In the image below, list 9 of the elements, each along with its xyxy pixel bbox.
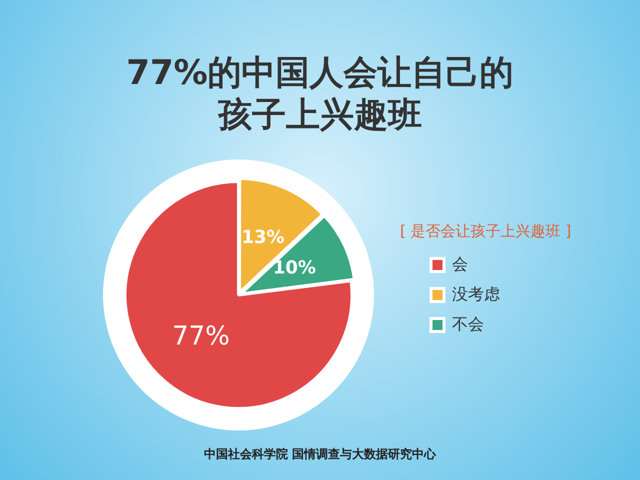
data-label: 13% — [241, 227, 285, 248]
legend-title: [ 是否会让孩子上兴趣班 ] — [400, 222, 572, 241]
text: 中国社会科学院 国情调查与大数据研究中心 — [202, 446, 438, 463]
legend-label: 没考虑 — [452, 285, 500, 304]
data-label: 10% — [272, 257, 316, 278]
data-label: 77% — [172, 321, 230, 352]
legend-label: 不会 — [452, 316, 484, 334]
legend-label: 会 — [452, 256, 468, 274]
chart-title: 77%的中国人会让自己的孩子上兴趣班 — [125, 52, 515, 136]
